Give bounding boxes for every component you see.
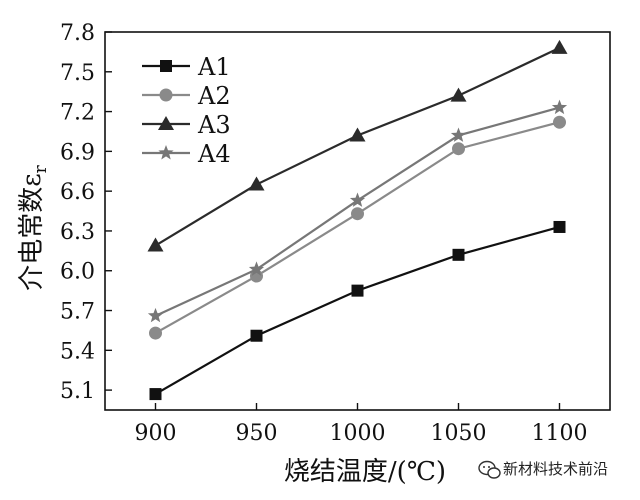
y-tick-label: 6.0 [60,260,95,285]
legend-label: A2 [197,82,231,110]
data-point-a3 [450,87,467,102]
y-axis-label-main: 介电常数ε [17,173,47,290]
y-tick-label: 5.1 [60,379,95,404]
legend-marker [158,145,174,160]
data-point-a4 [450,127,467,142]
legend-label: A3 [197,111,231,139]
y-tick-label: 6.3 [60,220,95,245]
series-layer [147,39,568,401]
legend-item-a1: A1 [142,53,231,81]
y-tick-label: 5.4 [60,339,95,364]
watermark: 新材料技术前沿 [478,460,608,479]
series-a4 [147,99,568,323]
watermark-text: 新材料技术前沿 [503,460,608,478]
data-point-a1 [250,329,263,342]
data-point-a4 [551,99,568,115]
y-tick-label: 7.5 [60,61,95,86]
data-point-a1 [351,284,364,297]
legend-label: A1 [197,53,231,81]
data-point-a3 [349,127,366,142]
data-point-a4 [147,307,164,323]
y-tick-label: 7.8 [60,21,95,46]
legend-item-a4: A4 [142,140,231,168]
legend-marker [160,60,172,72]
plot-frame [104,31,611,411]
data-point-a1 [553,220,566,233]
wechat-icon [478,460,501,479]
data-point-a2 [351,207,364,221]
data-point-a2 [553,115,566,129]
data-point-a3 [551,39,568,54]
y-tick-label: 6.6 [60,180,95,205]
data-point-a1 [149,388,162,401]
data-point-a2 [452,142,465,156]
legend-label: A4 [197,140,231,168]
y-axis-label-subscript: r [31,164,51,173]
x-tick-label: 900 [135,421,177,446]
series-a1 [149,220,566,401]
data-point-a3 [248,176,265,191]
y-tick-label: 7.2 [60,101,95,126]
x-tick-label: 1050 [431,421,487,446]
y-tick-label: 6.9 [60,140,95,165]
x-axis-label: 烧结温度/(℃) [284,457,446,487]
x-tick-label: 1100 [532,421,588,446]
data-point-a3 [147,237,164,252]
legend-marker [158,116,174,130]
x-tick-label: 950 [236,421,278,446]
y-tick-label: 5.7 [60,300,95,325]
data-point-a1 [452,248,465,261]
data-point-a4 [248,261,265,276]
y-axis-label: 介电常数εr [17,164,51,290]
data-point-a4 [349,192,366,207]
legend-item-a2: A2 [142,82,231,110]
legend-marker [159,88,173,102]
series-line-a1 [154,225,560,396]
data-point-a2 [149,326,162,340]
series-a3 [147,39,568,252]
axes: 5.1 5.4 5.7 6.0 6.3 6.6 6.9 7.2 7.5 7.8 900 950 1000… [60,21,611,446]
x-tick-label: 1000 [330,421,386,446]
legend-item-a3: A3 [142,111,231,139]
